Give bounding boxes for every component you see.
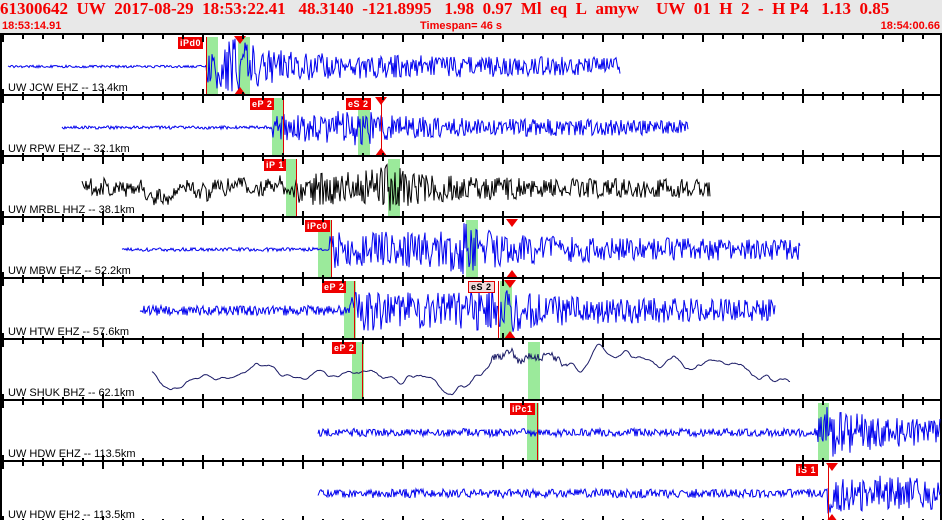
amplitude-marker-up-icon: [504, 331, 516, 338]
pick-window-band: [286, 159, 296, 216]
longitude: -121.8995: [362, 0, 432, 18]
source-network: UW: [655, 0, 686, 18]
phase-pick-label[interactable]: iS 1: [796, 464, 819, 476]
trace-row-body: eP 2UW SHUK BHZ -- 62.1km18: [0, 340, 942, 399]
trace-row[interactable]: iS 1UW HDW EH2 -- 113.5km18: [0, 460, 942, 520]
trace-station-label: UW JCW EHZ -- 13.4km: [8, 82, 128, 94]
separator-dash: -: [757, 0, 764, 18]
phase-pick-label[interactable]: eP 2: [250, 98, 275, 110]
header-band: [0, 0, 942, 34]
network-code: UW: [76, 0, 106, 18]
plot-frame-right: [940, 33, 942, 520]
latitude: 48.3140: [298, 0, 354, 18]
phase-pick-label[interactable]: eS 2: [468, 281, 495, 293]
phase-label: H P4: [772, 0, 809, 18]
amplitude-marker-down-icon: [826, 463, 838, 471]
waveform-trace: [81, 163, 711, 211]
trace-row[interactable]: eP 2eS 2UW RPW EHZ -- 32.1km18: [0, 94, 942, 155]
rms-value-2: 0.85: [859, 0, 890, 18]
amplitude-marker-down-icon: [504, 280, 516, 288]
phase-pick-line[interactable]: [354, 281, 355, 338]
phase-pick-line[interactable]: [283, 98, 284, 155]
rms-value-1: 1.13: [821, 0, 851, 18]
event-type: eq: [550, 0, 568, 18]
phase-pick-line[interactable]: [537, 403, 538, 460]
event-header-line: 61300642 UW 2017-08-29 18:53:22.41 48.31…: [0, 0, 942, 18]
phase-pick-line[interactable]: [362, 342, 363, 399]
trace-station-label: UW RPW EHZ -- 32.1km: [8, 143, 130, 155]
waveform-trace: [139, 285, 776, 332]
depth-km: 1.98: [444, 0, 475, 18]
trace-row-body: eP 2eS 2UW HTW EHZ -- 57.6km18: [0, 279, 942, 338]
trace-row-body: eP 2eS 2UW RPW EHZ -- 32.1km18: [0, 96, 942, 155]
phase-pick-line[interactable]: [296, 159, 297, 216]
trace-station-label: UW HTW EHZ -- 57.6km: [8, 326, 129, 338]
phase-pick-line[interactable]: [498, 281, 499, 338]
phase-pick-line[interactable]: [828, 464, 829, 520]
pick-window-band: [527, 403, 539, 460]
waveform-trace: [61, 111, 689, 146]
source-number: 01: [693, 0, 711, 18]
h-value: 2: [740, 0, 750, 18]
timespan-label: Timespan= 46 s: [420, 20, 503, 32]
phase-pick-label[interactable]: iPd0: [178, 37, 204, 49]
analysis-flags: amyw: [595, 0, 639, 18]
phase-pick-line[interactable]: [331, 220, 332, 277]
event-id: 61300642: [0, 0, 68, 18]
phase-pick-label[interactable]: iPc1: [510, 403, 535, 415]
event-date: 2017-08-29: [114, 0, 194, 18]
phase-pick-line[interactable]: [206, 37, 207, 94]
phase-pick-line[interactable]: [381, 98, 382, 155]
amplitude-marker-up-icon: [375, 148, 387, 155]
pick-window-band: [352, 342, 364, 399]
amplitude-marker-up-icon: [506, 270, 518, 277]
waveform-trace: [317, 407, 941, 457]
trace-station-label: UW MRBL HHZ -- 38.1km: [8, 204, 135, 216]
phase-pick-label[interactable]: eP 2: [322, 281, 347, 293]
trace-row[interactable]: eP 2eS 2UW HTW EHZ -- 57.6km18: [0, 277, 942, 338]
amplitude-marker-down-icon: [506, 219, 518, 227]
origin-time: 18:53:22.41: [202, 0, 286, 18]
plot-frame-left: [0, 33, 2, 520]
pick-window-band: [344, 281, 356, 338]
window-end-time: 18:54:00.66: [880, 20, 940, 32]
magnitude: 0.97: [482, 0, 513, 18]
trace-station-label: UW MBW EHZ -- 52.2km: [8, 265, 131, 277]
amplitude-marker-down-icon: [234, 36, 246, 44]
amplitude-marker-down-icon: [375, 97, 387, 105]
window-start-time: 18:53:14.91: [2, 20, 62, 32]
trace-row-body: iP 1UW MRBL HHZ -- 38.1km18: [0, 157, 942, 216]
phase-pick-label[interactable]: eS 2: [346, 98, 371, 110]
trace-row[interactable]: eP 2UW SHUK BHZ -- 62.1km18: [0, 338, 942, 399]
waveform-trace: [151, 343, 791, 396]
waveform-trace: [317, 475, 941, 514]
h-label: H: [719, 0, 733, 18]
waveform-trace: [121, 223, 801, 275]
magnitude-type: Ml: [520, 0, 542, 18]
phase-pick-label[interactable]: iP 1: [264, 159, 286, 171]
amplitude-marker-up-icon: [234, 87, 246, 94]
trace-row[interactable]: iP 1UW MRBL HHZ -- 38.1km18: [0, 155, 942, 216]
trace-station-label: UW HDW EHZ -- 113.5km: [8, 448, 136, 460]
phase-pick-label[interactable]: eP 2: [332, 342, 357, 354]
phase-pick-label[interactable]: iPc0: [305, 220, 330, 232]
trace-station-label: UW SHUK BHZ -- 62.1km: [8, 387, 135, 399]
waveform-trace: [7, 38, 621, 94]
amplitude-marker-up-icon: [826, 514, 838, 520]
pick-window-band: [318, 220, 331, 277]
trace-row-body: iS 1UW HDW EH2 -- 113.5km18: [0, 462, 942, 520]
trace-station-label: UW HDW EH2 -- 113.5km: [8, 509, 135, 520]
quality-code: L: [575, 0, 587, 18]
